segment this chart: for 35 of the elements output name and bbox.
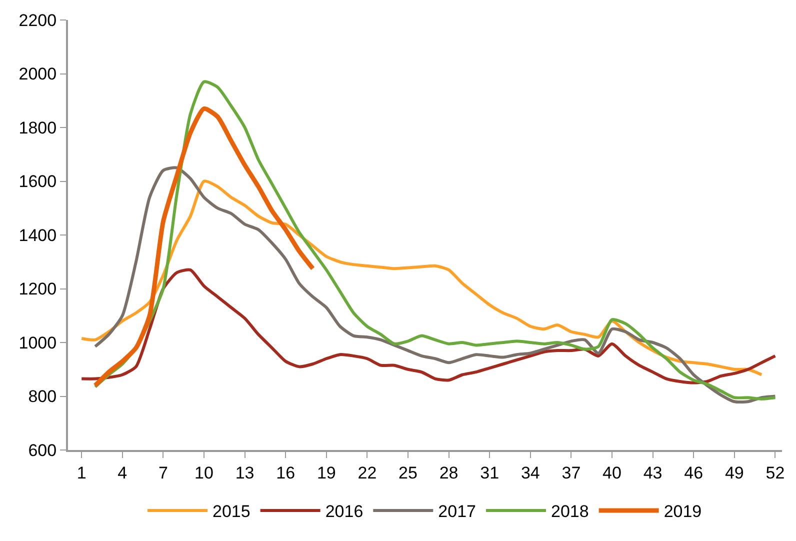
line-series xyxy=(94,166,777,404)
x-tick-label: 28 xyxy=(439,463,458,482)
x-tick-label: 40 xyxy=(602,463,622,482)
y-tick-label: 1200 xyxy=(18,280,57,299)
x-tick-label: 13 xyxy=(235,463,254,482)
x-tick-label: 52 xyxy=(766,463,785,482)
x-tick-label: 34 xyxy=(520,463,540,482)
legend-label: 2016 xyxy=(325,502,364,522)
x-tick-label: 7 xyxy=(158,463,168,482)
x-tick-label: 37 xyxy=(562,463,581,482)
x-tick-label: 19 xyxy=(316,463,336,482)
legend-label: 2018 xyxy=(550,502,589,522)
y-tick-label: 2000 xyxy=(18,64,57,84)
legend-label: 2015 xyxy=(212,502,250,522)
y-tick-label: 2200 xyxy=(18,10,57,30)
y-tick-label: 1000 xyxy=(18,333,57,352)
x-tick-label: 16 xyxy=(276,463,296,482)
y-tick-label: 1800 xyxy=(18,118,57,138)
x-tick-label: 43 xyxy=(643,463,662,482)
x-tick-label: 31 xyxy=(480,463,500,482)
x-tick-label: 1 xyxy=(76,463,86,482)
y-tick-label: 600 xyxy=(28,440,57,460)
x-tick-label: 46 xyxy=(684,463,704,482)
legend-label: 2017 xyxy=(438,502,476,522)
legend-label: 2019 xyxy=(664,502,702,522)
x-tick-label: 10 xyxy=(194,463,214,482)
x-tick-label: 4 xyxy=(118,463,128,482)
x-tick-label: 25 xyxy=(398,463,418,482)
y-tick-label: 1600 xyxy=(18,172,57,192)
line-series xyxy=(92,106,316,388)
line-series xyxy=(80,268,777,384)
x-tick-label: 49 xyxy=(724,463,744,482)
y-tick-label: 1400 xyxy=(18,226,57,245)
y-tick-label: 800 xyxy=(28,387,57,406)
x-tick-label: 22 xyxy=(358,463,377,482)
